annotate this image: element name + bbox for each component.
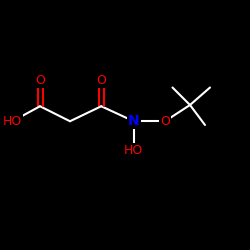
Text: O: O bbox=[160, 115, 170, 128]
Text: HO: HO bbox=[3, 115, 22, 128]
Text: HO: HO bbox=[124, 144, 144, 156]
Text: O: O bbox=[96, 74, 106, 86]
Text: N: N bbox=[128, 114, 140, 128]
Text: O: O bbox=[35, 74, 45, 86]
